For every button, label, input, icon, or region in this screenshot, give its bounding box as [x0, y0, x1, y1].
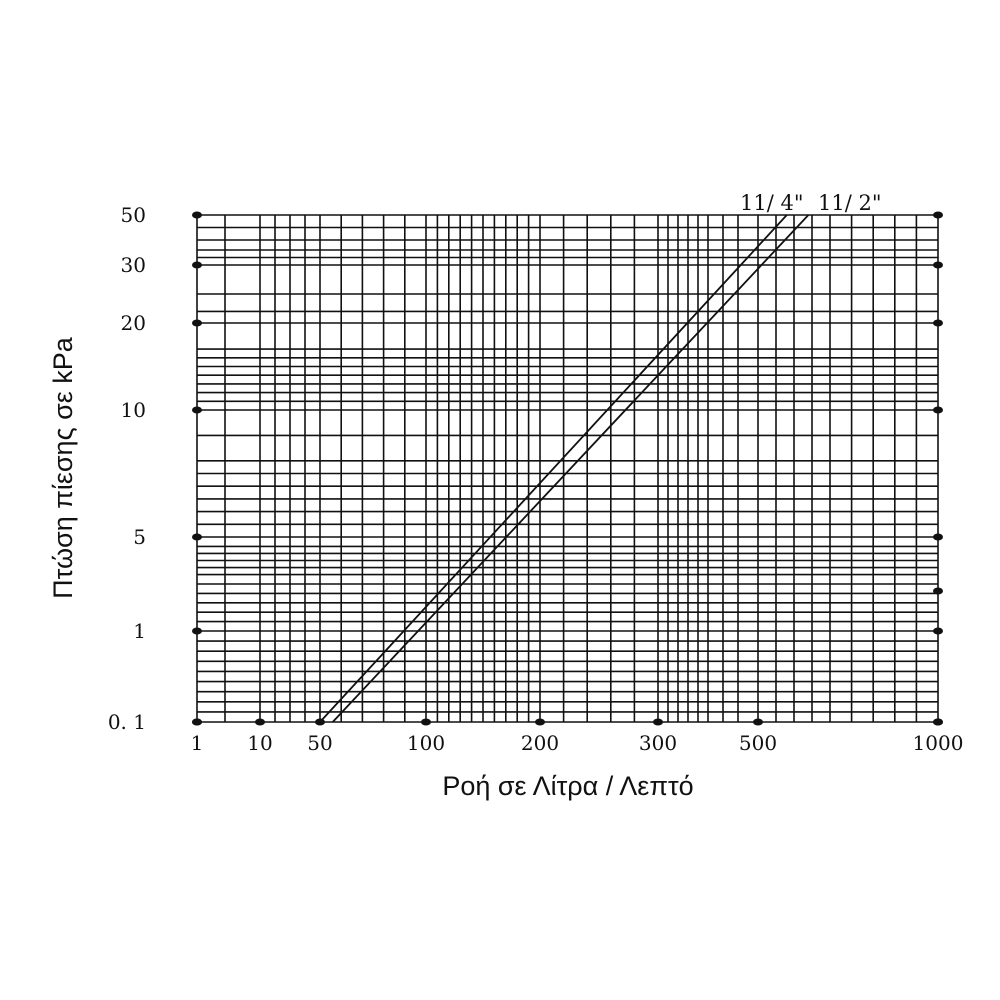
- x-tick-dot: [315, 718, 325, 726]
- x-axis-title: Ροή σε Λίτρα / Λεπτό: [442, 771, 693, 801]
- x-tick-label: 1000: [913, 731, 964, 755]
- series-lines: [319, 214, 810, 723]
- x-tick-dot: [535, 718, 545, 726]
- y-tick-dot-right: [933, 261, 943, 269]
- x-tick-label: 10: [247, 731, 272, 755]
- y-tick-dot-right: [933, 718, 943, 726]
- series-label: 11/ 2": [818, 191, 882, 215]
- y-tick-label: 50: [121, 203, 146, 227]
- y-tick-label: 1: [133, 619, 146, 643]
- y-tick-label: 10: [121, 398, 146, 422]
- y-tick-dot-left: [192, 319, 202, 327]
- y-tick-dot-left: [192, 211, 202, 219]
- x-tick-label: 100: [407, 731, 445, 755]
- series-label: 11/ 4": [740, 191, 804, 215]
- y-tick-label: 5: [133, 525, 146, 549]
- x-tick-label: 200: [521, 731, 559, 755]
- x-tick-label: 1: [191, 731, 204, 755]
- series-line-2: [332, 214, 810, 723]
- y-tick-dot-left: [192, 406, 202, 414]
- y-tick-dot-left: [192, 261, 202, 269]
- y-tick-label: 30: [121, 253, 146, 277]
- x-tick-label: 500: [739, 731, 777, 755]
- x-tick-label: 300: [639, 731, 677, 755]
- y-tick-dot-right: [933, 211, 943, 219]
- tick-markers: [192, 211, 943, 726]
- series-line-1: [319, 214, 788, 723]
- tick-labels: 1 10 50 100 200 300 500 1000 0. 1 1 5 10 20 30 50: [108, 203, 964, 755]
- y-tick-label: 0. 1: [108, 710, 146, 734]
- y-axis-title: Πτώση πίεσης σε kPa: [48, 336, 78, 599]
- y-tick-dot-right: [933, 627, 943, 635]
- x-tick-dot: [753, 718, 763, 726]
- x-tick-dot: [255, 718, 265, 726]
- x-tick-label: 50: [307, 731, 332, 755]
- y-tick-dot-left: [192, 718, 202, 726]
- series-labels: 11/ 4" 11/ 2": [740, 191, 882, 215]
- grid: [196, 214, 939, 723]
- y-tick-dot-right: [933, 533, 943, 541]
- y-tick-label: 20: [121, 311, 146, 335]
- x-tick-dot: [653, 718, 663, 726]
- y-tick-dot-right: [933, 587, 943, 595]
- y-tick-dot-right: [933, 319, 943, 327]
- x-tick-dot: [421, 718, 431, 726]
- y-tick-dot-right: [933, 406, 943, 414]
- y-tick-dot-left: [192, 627, 202, 635]
- y-tick-dot-left: [192, 533, 202, 541]
